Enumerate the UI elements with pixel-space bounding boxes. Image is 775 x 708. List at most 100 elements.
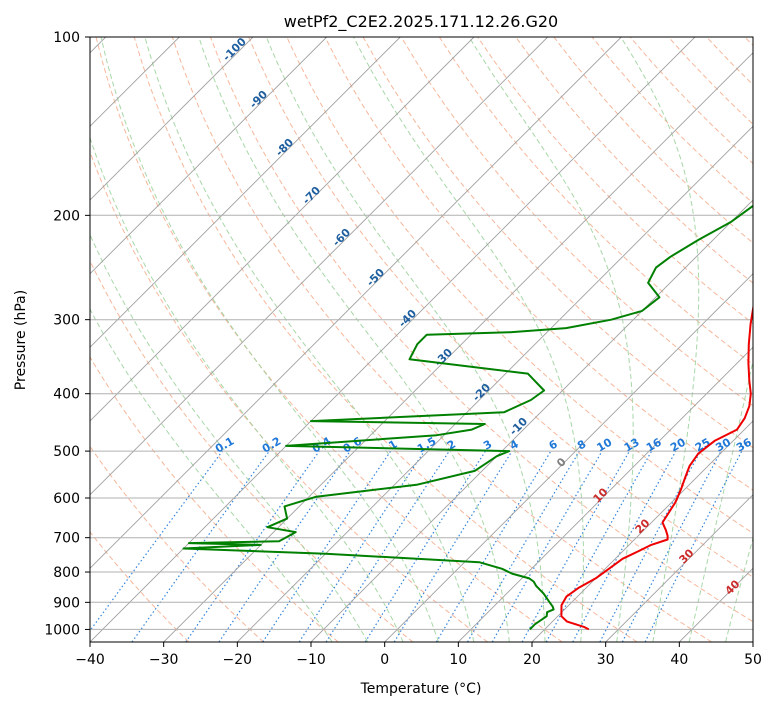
moist-adiabat-line xyxy=(198,37,510,642)
mixing-ratio-line xyxy=(545,450,653,642)
y-tick-label: 500 xyxy=(53,444,80,460)
temperature-line xyxy=(560,303,753,631)
y-tick-label: 400 xyxy=(53,387,80,403)
x-tick-label: −10 xyxy=(296,652,326,668)
wet-bulb-label: -20 xyxy=(470,381,493,404)
mixing-ratio-line xyxy=(298,450,425,642)
moist-adiabat-line xyxy=(688,358,753,642)
dry-adiabat-line xyxy=(90,259,414,642)
isotherm-line xyxy=(90,37,622,569)
background-lines xyxy=(90,37,753,642)
isotherm-line xyxy=(90,37,328,275)
mixing-ratio-line xyxy=(262,450,392,642)
wet-bulb-label: 20 xyxy=(633,516,653,536)
y-tick-label: 700 xyxy=(53,531,80,547)
x-tick-label: −30 xyxy=(149,652,179,668)
dry-adiabat-line xyxy=(248,37,753,578)
mixing-ratio-line xyxy=(393,450,513,642)
y-axis-title: Pressure (hPa) xyxy=(13,290,29,390)
y-tick-label: 1000 xyxy=(44,622,80,638)
wet-bulb-label: -50 xyxy=(364,266,387,289)
moist-adiabat-line xyxy=(90,233,369,642)
dry-adiabat-line xyxy=(400,37,753,407)
dry-adiabat-line xyxy=(477,37,753,325)
mixing-ratio-label: 8 xyxy=(575,438,588,453)
isotherm-line xyxy=(310,199,753,642)
x-tick-label: 10 xyxy=(449,652,467,668)
mixing-ratio-label: 16 xyxy=(644,435,664,454)
wet-bulb-label: 10 xyxy=(591,485,611,505)
isotherm-line xyxy=(384,273,753,642)
dry-adiabat-line xyxy=(438,37,753,366)
wet-bulb-label: 0 xyxy=(554,455,569,470)
wet-bulb-label: 30 xyxy=(677,546,697,566)
wet-bulb-label: 40 xyxy=(723,577,743,597)
dry-adiabat-line xyxy=(90,356,339,642)
mixing-ratio-line xyxy=(521,450,631,642)
y-tick-label: 900 xyxy=(53,595,80,611)
dry-adiabat-line xyxy=(95,37,563,642)
mixing-ratio-label: 10 xyxy=(594,435,614,454)
x-tick-label: 40 xyxy=(670,652,688,668)
x-tick-label: 0 xyxy=(380,652,389,668)
y-axis: 100 200 300 400 500 600 700 800 900 1000 xyxy=(44,30,90,638)
wet-bulb-label: -30 xyxy=(432,346,455,369)
dry-adiabat-line xyxy=(90,150,488,642)
x-axis: −40 −30 −20 −10 0 10 20 30 40 50 xyxy=(75,642,762,668)
isotherm-line xyxy=(90,37,254,201)
y-tick-label: 300 xyxy=(53,313,80,329)
isotherm-line xyxy=(457,346,753,642)
mixing-ratio-line xyxy=(131,450,270,642)
isotherm-line xyxy=(90,37,475,422)
mixing-ratio-line xyxy=(621,450,722,642)
moist-adiabat-line xyxy=(725,536,753,642)
wet-bulb-label: -100 xyxy=(220,35,249,64)
wet-bulb-label: -90 xyxy=(247,88,270,111)
moist-adiabat-line xyxy=(353,37,584,642)
isotherm-line xyxy=(531,420,753,642)
dry-adiabat-line xyxy=(706,37,753,86)
dry-adiabat-line xyxy=(90,531,190,642)
mixing-ratio-line xyxy=(218,450,351,642)
wet-bulb-label: -40 xyxy=(396,307,419,330)
y-tick-label: 200 xyxy=(53,208,80,224)
dry-adiabat-line xyxy=(515,37,753,284)
mixing-ratio-line xyxy=(185,450,320,642)
mixing-ratio-line xyxy=(325,450,450,642)
wet-bulb-label: -80 xyxy=(273,136,296,159)
x-tick-label: 50 xyxy=(744,652,762,668)
y-tick-label: 800 xyxy=(53,565,80,581)
mixing-ratio-label: 0.1 xyxy=(213,435,236,456)
moist-adiabat-line xyxy=(620,37,700,642)
x-axis-title: Temperature (°C) xyxy=(360,681,482,697)
mixing-ratio-label: 36 xyxy=(734,435,754,454)
y-tick-label: 100 xyxy=(53,30,80,46)
mixing-ratio-label: 1.5 xyxy=(415,435,438,456)
mixing-ratio-line xyxy=(572,450,677,642)
x-tick-label: −40 xyxy=(75,652,105,668)
x-tick-label: −20 xyxy=(223,652,253,668)
y-tick-label: 600 xyxy=(53,491,80,507)
dry-adiabat-line xyxy=(324,37,753,491)
dewpoint-line xyxy=(182,204,753,631)
isotherm-line xyxy=(605,494,753,642)
moist-adiabat-line xyxy=(265,37,546,642)
mixing-ratio-label: 1 xyxy=(386,438,399,453)
mixing-ratio-line xyxy=(644,450,743,642)
isotherm-line xyxy=(678,567,753,642)
mixing-ratio-label: 30 xyxy=(713,435,733,454)
chart-title: wetPf2_C2E2.2025.171.12.26.G20 xyxy=(284,12,558,32)
mixing-ratio-line xyxy=(90,450,223,632)
dry-adiabat-line xyxy=(362,37,753,449)
moist-adiabat-line xyxy=(90,136,404,642)
isotherm-line xyxy=(236,125,753,642)
wet-bulb-label: -70 xyxy=(300,184,323,207)
moist-adiabat-line xyxy=(100,37,439,642)
mixing-ratio-line xyxy=(435,450,552,642)
dry-adiabat-line xyxy=(553,37,753,244)
moist-adiabat-line xyxy=(144,37,475,642)
x-tick-label: 20 xyxy=(523,652,541,668)
mixing-ratio-label: 0.4 xyxy=(310,434,334,455)
isotherm-line xyxy=(90,37,696,642)
